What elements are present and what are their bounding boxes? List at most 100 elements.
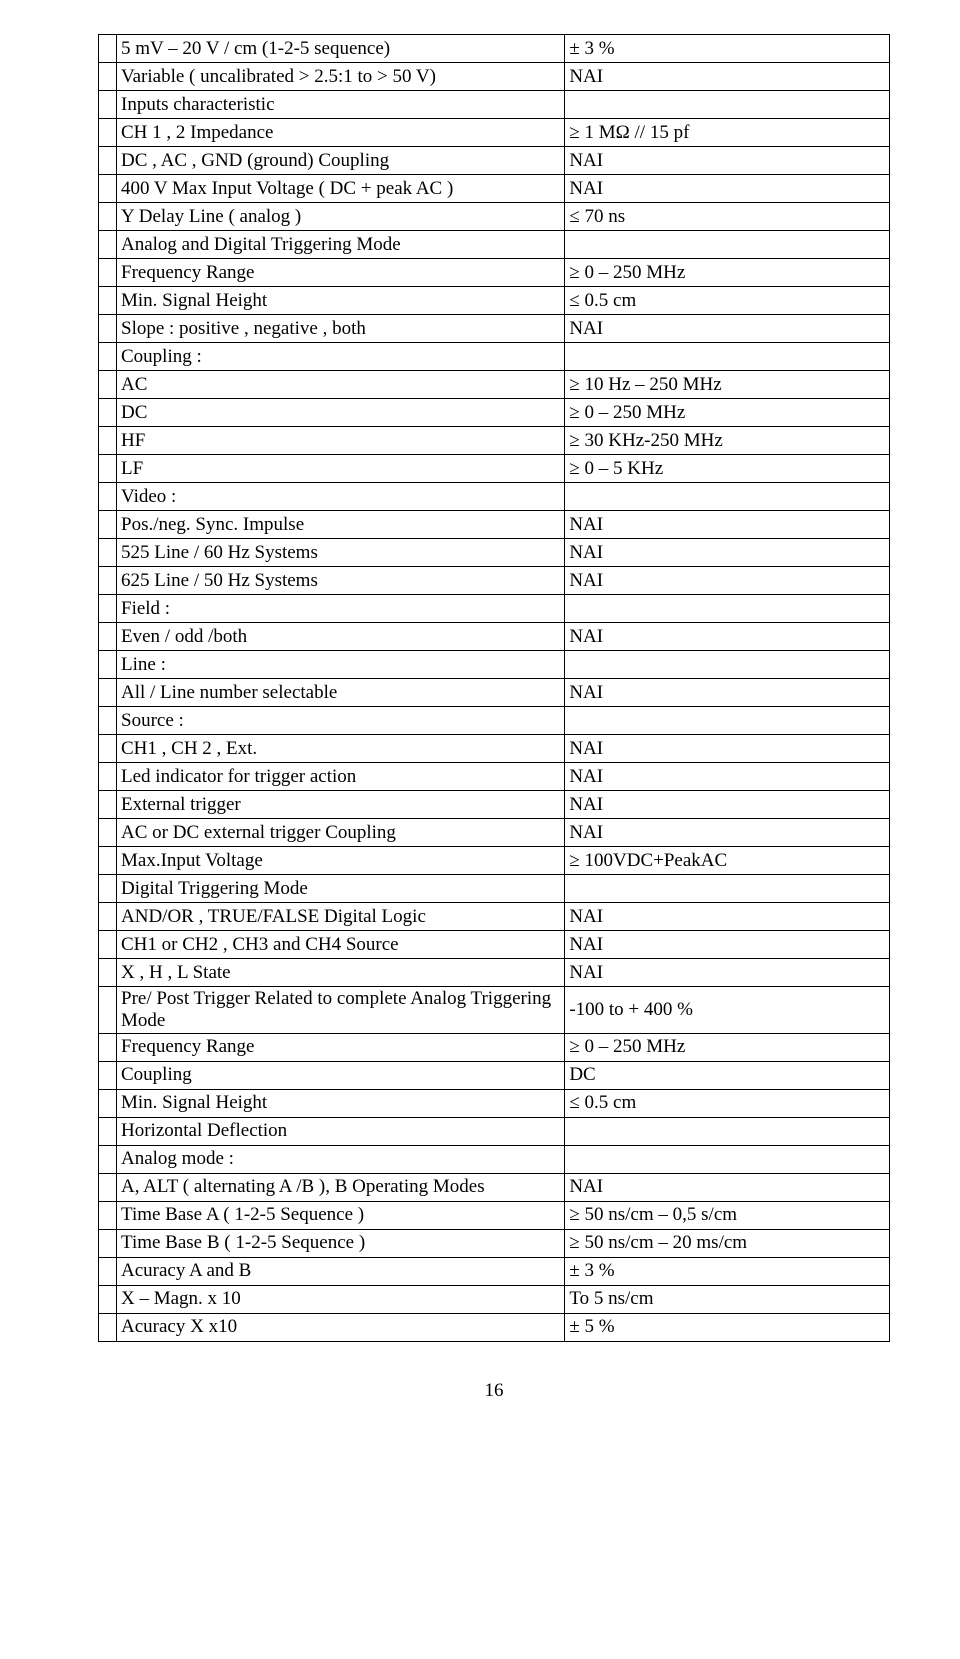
table-row: CH 1 , 2 Impedance≥ 1 MΩ // 15 pf [99,119,890,147]
row-stub [99,903,117,931]
table-row: Pos./neg. Sync. ImpulseNAI [99,511,890,539]
spec-value: ≤ 0.5 cm [565,1089,890,1117]
spec-label: Horizontal Deflection [117,1117,565,1145]
spec-value: NAI [565,735,890,763]
row-stub [99,1117,117,1145]
table-row: Time Base A ( 1-2-5 Sequence )≥ 50 ns/cm… [99,1201,890,1229]
table-row: 400 V Max Input Voltage ( DC + peak AC )… [99,175,890,203]
table-row: Pre/ Post Trigger Related to complete An… [99,987,890,1034]
table-row: A, ALT ( alternating A /B ), B Operating… [99,1173,890,1201]
row-stub [99,35,117,63]
row-stub [99,987,117,1034]
table-row: Horizontal Deflection [99,1117,890,1145]
spec-value [565,875,890,903]
spec-label: LF [117,455,565,483]
row-stub [99,1061,117,1089]
spec-value [565,343,890,371]
spec-value: ± 3 % [565,1257,890,1285]
spec-label: Acuracy A and B [117,1257,565,1285]
spec-value: ≥ 50 ns/cm – 20 ms/cm [565,1229,890,1257]
row-stub [99,63,117,91]
spec-label: Analog and Digital Triggering Mode [117,231,565,259]
row-stub [99,455,117,483]
spec-value: ≥ 0 – 250 MHz [565,259,890,287]
spec-value: ≤ 70 ns [565,203,890,231]
table-row: External triggerNAI [99,791,890,819]
spec-value: NAI [565,539,890,567]
spec-label: Led indicator for trigger action [117,763,565,791]
row-stub [99,147,117,175]
spec-value: ± 5 % [565,1313,890,1341]
spec-label: CH 1 , 2 Impedance [117,119,565,147]
row-stub [99,91,117,119]
row-stub [99,959,117,987]
row-stub [99,483,117,511]
table-row: AC or DC external trigger CouplingNAI [99,819,890,847]
spec-label: A, ALT ( alternating A /B ), B Operating… [117,1173,565,1201]
spec-value: ≥ 100VDC+PeakAC [565,847,890,875]
spec-label: DC , AC , GND (ground) Coupling [117,147,565,175]
spec-label: Time Base B ( 1-2-5 Sequence ) [117,1229,565,1257]
table-row: Video : [99,483,890,511]
row-stub [99,1229,117,1257]
spec-label: Pre/ Post Trigger Related to complete An… [117,987,565,1034]
spec-label: 625 Line / 50 Hz Systems [117,567,565,595]
table-row: Analog mode : [99,1145,890,1173]
table-row: Digital Triggering Mode [99,875,890,903]
row-stub [99,819,117,847]
spec-label: X , H , L State [117,959,565,987]
spec-value: NAI [565,147,890,175]
row-stub [99,1257,117,1285]
spec-label: AC [117,371,565,399]
spec-label: 525 Line / 60 Hz Systems [117,539,565,567]
table-row: AND/OR , TRUE/FALSE Digital LogicNAI [99,903,890,931]
table-row: CouplingDC [99,1061,890,1089]
table-row: Line : [99,651,890,679]
spec-label: Digital Triggering Mode [117,875,565,903]
table-row: Min. Signal Height≤ 0.5 cm [99,287,890,315]
row-stub [99,707,117,735]
spec-label: CH1 or CH2 , CH3 and CH4 Source [117,931,565,959]
table-row: X – Magn. x 10To 5 ns/cm [99,1285,890,1313]
spec-value: NAI [565,819,890,847]
spec-value: -100 to + 400 % [565,987,890,1034]
row-stub [99,791,117,819]
row-stub [99,1285,117,1313]
spec-value [565,231,890,259]
spec-value: ± 3 % [565,35,890,63]
spec-label: Video : [117,483,565,511]
row-stub [99,679,117,707]
spec-value [565,1145,890,1173]
spec-label: 400 V Max Input Voltage ( DC + peak AC ) [117,175,565,203]
spec-value: NAI [565,511,890,539]
table-row: Field : [99,595,890,623]
spec-label: Slope : positive , negative , both [117,315,565,343]
row-stub [99,511,117,539]
spec-label: HF [117,427,565,455]
spec-value: ≤ 0.5 cm [565,287,890,315]
table-row: Variable ( uncalibrated > 2.5:1 to > 50 … [99,63,890,91]
spec-label: CH1 , CH 2 , Ext. [117,735,565,763]
table-row: Even / odd /bothNAI [99,623,890,651]
spec-label: DC [117,399,565,427]
spec-value: NAI [565,679,890,707]
table-row: 625 Line / 50 Hz SystemsNAI [99,567,890,595]
table-row: DC≥ 0 – 250 MHz [99,399,890,427]
spec-label: Variable ( uncalibrated > 2.5:1 to > 50 … [117,63,565,91]
row-stub [99,595,117,623]
spec-value: NAI [565,931,890,959]
row-stub [99,875,117,903]
spec-value [565,651,890,679]
spec-value: DC [565,1061,890,1089]
row-stub [99,175,117,203]
row-stub [99,203,117,231]
table-row: Max.Input Voltage≥ 100VDC+PeakAC [99,847,890,875]
table-row: X , H , L StateNAI [99,959,890,987]
table-row: Time Base B ( 1-2-5 Sequence )≥ 50 ns/cm… [99,1229,890,1257]
row-stub [99,1201,117,1229]
row-stub [99,287,117,315]
spec-label: Min. Signal Height [117,1089,565,1117]
spec-value: NAI [565,1173,890,1201]
row-stub [99,1033,117,1061]
spec-label: Y Delay Line ( analog ) [117,203,565,231]
